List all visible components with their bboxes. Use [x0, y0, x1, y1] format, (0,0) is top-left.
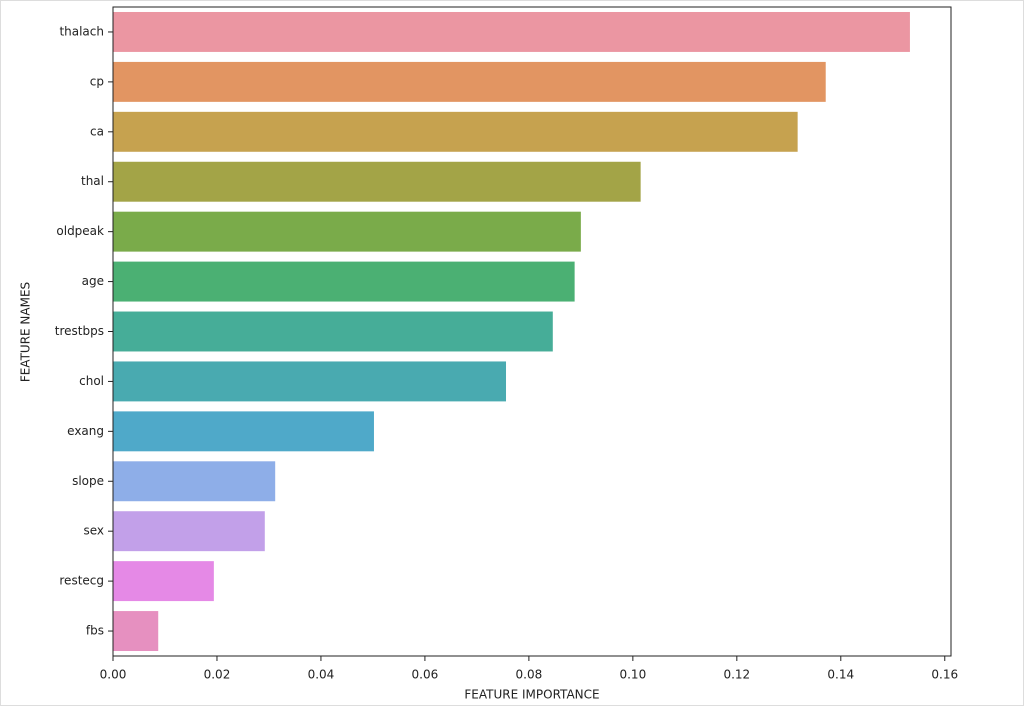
- y-tick-label: trestbps: [55, 324, 104, 338]
- y-tick-label: fbs: [86, 624, 104, 638]
- bar: [113, 111, 798, 152]
- y-tick-label: restecg: [59, 574, 104, 588]
- bar: [113, 511, 265, 552]
- bar: [113, 311, 553, 352]
- bar: [113, 261, 575, 302]
- y-tick-label: age: [82, 274, 104, 288]
- bar: [113, 11, 910, 52]
- x-axis-label: FEATURE IMPORTANCE: [464, 688, 599, 702]
- y-tick-label: cp: [90, 74, 104, 88]
- y-tick-label: thal: [81, 174, 104, 188]
- y-tick-label: oldpeak: [56, 224, 104, 238]
- bar: [113, 361, 507, 402]
- x-tick-label: 0.02: [204, 668, 231, 682]
- x-tick-label: 0.14: [827, 668, 854, 682]
- y-tick-label: slope: [72, 474, 104, 488]
- bar: [113, 61, 826, 102]
- y-tick-label: chol: [79, 374, 104, 388]
- y-tick-label: exang: [67, 424, 104, 438]
- bar: [113, 461, 276, 502]
- x-tick-label: 0.16: [931, 668, 958, 682]
- y-tick-label: ca: [90, 124, 104, 138]
- bar: [113, 161, 641, 202]
- bar: [113, 211, 581, 252]
- x-tick-label: 0.04: [308, 668, 335, 682]
- x-tick-label: 0.00: [100, 668, 127, 682]
- y-axis-label: FEATURE NAMES: [19, 282, 33, 382]
- x-tick-label: 0.12: [723, 668, 750, 682]
- x-tick-label: 0.10: [619, 668, 646, 682]
- x-tick-label: 0.06: [412, 668, 439, 682]
- y-tick-label: thalach: [59, 24, 104, 38]
- bar: [113, 561, 214, 602]
- bar: [113, 611, 159, 652]
- plot-frame: [112, 6, 952, 657]
- bar: [113, 411, 374, 452]
- x-tick-label: 0.08: [516, 668, 543, 682]
- y-tick-label: sex: [83, 524, 104, 538]
